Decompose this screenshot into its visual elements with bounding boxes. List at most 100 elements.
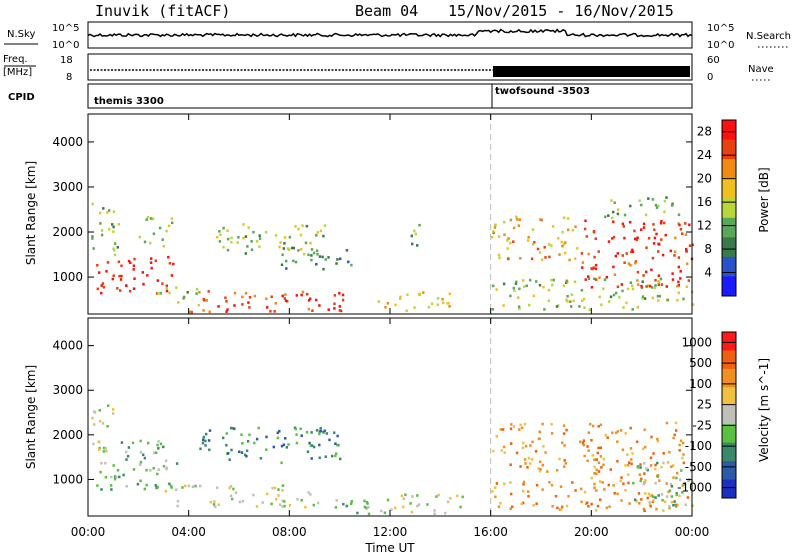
data-cell (643, 472, 646, 475)
data-cell (156, 279, 159, 282)
data-cell (127, 446, 131, 449)
data-cell (497, 505, 501, 509)
x-tick-label: 12:00 (373, 525, 408, 539)
power-colorbar: 4 8 12 16 20 24 28 (697, 119, 737, 297)
data-cell (594, 237, 597, 240)
data-cell (663, 210, 666, 214)
data-cell (631, 248, 634, 252)
data-cell (250, 248, 254, 251)
data-cell (538, 437, 541, 440)
data-cell (335, 452, 338, 455)
data-cell (162, 244, 165, 248)
data-cell (240, 433, 243, 436)
data-cell (517, 305, 521, 308)
data-cell (558, 457, 561, 461)
data-cell (498, 256, 501, 260)
data-cell (272, 445, 275, 449)
data-cell (152, 466, 155, 470)
data-cell (562, 243, 566, 246)
data-cell (562, 216, 566, 220)
data-cell (629, 447, 633, 450)
data-cell (133, 277, 136, 280)
freq-tick-bottom: 8 (66, 72, 72, 83)
data-cell (599, 498, 602, 501)
data-cell (327, 308, 330, 311)
data-cell (304, 241, 308, 245)
data-cell (644, 479, 647, 482)
data-cell (227, 452, 230, 455)
data-cell (113, 242, 117, 245)
data-cell (294, 225, 297, 228)
data-cell (212, 503, 216, 506)
data-cell (594, 263, 598, 267)
data-cell (517, 296, 520, 299)
data-cell (416, 494, 419, 497)
time-x-axis: 00:00 04:00 08:00 12:00 16:00 20:00 00:00 (71, 114, 709, 539)
data-cell (542, 285, 545, 289)
data-cell (433, 509, 436, 512)
x-tick-label: 04:00 (171, 525, 206, 539)
data-cell (129, 261, 132, 264)
data-cell (491, 308, 494, 311)
data-cell (307, 307, 310, 311)
data-cell (650, 435, 653, 439)
data-cell (430, 302, 434, 305)
x-tick-label: 20:00 (574, 525, 609, 539)
data-cell (620, 499, 623, 502)
data-cell (681, 484, 684, 487)
data-cell (627, 262, 631, 265)
data-cell (222, 245, 225, 249)
data-cell (646, 468, 649, 472)
data-cell (661, 253, 665, 257)
data-cell (563, 465, 566, 468)
data-cell (680, 469, 683, 472)
data-cell (677, 280, 680, 284)
data-cell (621, 222, 625, 226)
data-cell (657, 250, 660, 253)
colorbar-frame (721, 331, 737, 499)
data-cell (676, 284, 679, 288)
data-cell (673, 254, 676, 257)
data-cell (312, 503, 315, 507)
data-cell (265, 448, 268, 451)
data-cell (640, 203, 643, 207)
data-cell (677, 222, 680, 225)
data-cell (668, 506, 671, 510)
data-cell (652, 499, 655, 502)
data-cell (595, 458, 598, 461)
data-cell (634, 261, 637, 265)
data-cell (310, 248, 314, 251)
velocity-y-axis: 1000 2000 3000 4000 (52, 339, 692, 486)
cpid-mode-1: themis 3300 (94, 96, 164, 107)
data-cell (501, 428, 505, 431)
data-cell (161, 238, 164, 241)
data-cell (102, 285, 106, 289)
data-cell (605, 506, 609, 510)
data-cell (537, 467, 540, 470)
data-cell (684, 233, 688, 236)
data-cell (568, 258, 571, 262)
data-cell (281, 505, 284, 508)
data-cell (653, 286, 657, 290)
data-cell (631, 250, 635, 254)
data-cell (539, 468, 542, 471)
data-cell (279, 241, 282, 244)
data-cell (639, 479, 642, 483)
data-cell (648, 503, 652, 506)
colorbar-tick-label: 4 (704, 266, 712, 280)
data-cell (594, 267, 598, 271)
data-cell (237, 236, 240, 239)
colorbar-segment (722, 368, 736, 388)
data-cell (507, 257, 510, 261)
station-title: Inuvik (fitACF) (95, 2, 230, 20)
data-cell (506, 247, 509, 250)
data-cell (363, 505, 366, 509)
data-cell (540, 258, 544, 261)
data-cell (136, 482, 140, 486)
data-cell (626, 453, 629, 456)
data-cell (444, 511, 447, 515)
data-cell (139, 479, 142, 483)
data-cell (642, 274, 645, 277)
data-cell (509, 463, 512, 466)
data-cell (116, 287, 119, 290)
